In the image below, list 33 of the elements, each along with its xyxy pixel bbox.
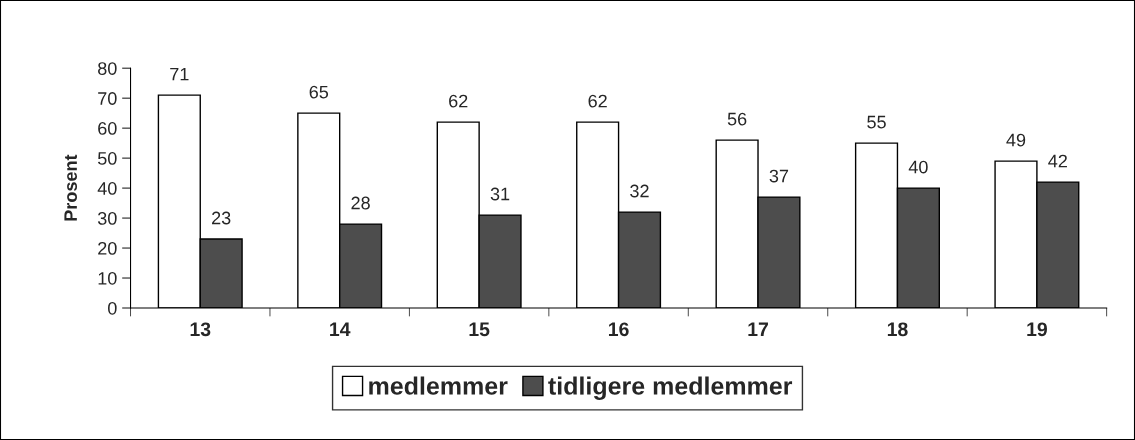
data-label: 71 bbox=[170, 67, 189, 81]
y-tick-label: 10 bbox=[98, 271, 117, 285]
y-tick-label: 60 bbox=[98, 122, 117, 135]
y-tick-label: 0 bbox=[108, 301, 117, 315]
y-tick-label: 50 bbox=[97, 152, 117, 165]
y-axis-title: Prosent bbox=[64, 154, 78, 221]
x-tick-label: 16 bbox=[608, 322, 629, 337]
y-tick-label: 20 bbox=[98, 241, 117, 255]
x-tick-label: 14 bbox=[330, 322, 351, 336]
data-label: 49 bbox=[1006, 133, 1026, 147]
x-tick-label: 13 bbox=[190, 322, 211, 337]
data-label: 28 bbox=[351, 196, 370, 210]
x-tick-label: 19 bbox=[1027, 322, 1047, 337]
data-label: 56 bbox=[727, 112, 747, 126]
data-label: 62 bbox=[449, 94, 468, 108]
data-label: 23 bbox=[212, 211, 231, 225]
data-label: 55 bbox=[867, 115, 886, 129]
x-tick-label: 18 bbox=[887, 322, 908, 337]
data-label: 37 bbox=[769, 169, 789, 183]
data-label: 31 bbox=[490, 187, 510, 201]
y-tick-label: 30 bbox=[97, 212, 117, 225]
x-tick-label: 15 bbox=[469, 322, 490, 337]
legend-label: tidligere medlemmer bbox=[548, 376, 793, 400]
y-tick-label: 70 bbox=[98, 92, 117, 105]
data-label: 42 bbox=[1048, 154, 1067, 168]
data-label: 62 bbox=[588, 94, 607, 108]
legend-label: medlemmer bbox=[369, 376, 508, 395]
y-tick-label: 80 bbox=[98, 62, 117, 75]
x-tick-label: 17 bbox=[748, 322, 768, 336]
data-label: 65 bbox=[309, 85, 329, 99]
data-label: 40 bbox=[908, 160, 928, 174]
data-label: 32 bbox=[630, 184, 649, 198]
y-tick-label: 40 bbox=[97, 182, 117, 195]
